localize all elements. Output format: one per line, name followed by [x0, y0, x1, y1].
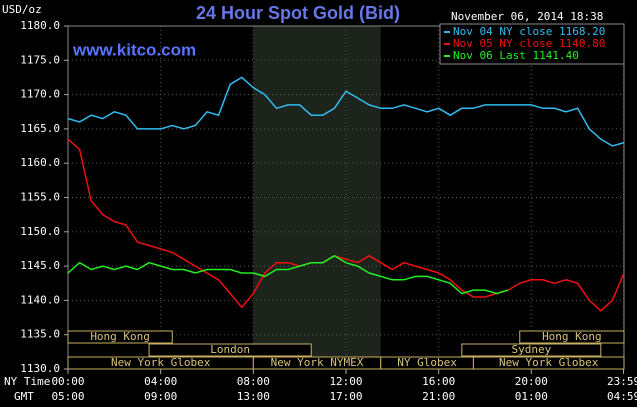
session-box: [472, 356, 625, 370]
session-label: New York Globex: [499, 356, 599, 369]
y-tick-label: 1145.0: [20, 259, 60, 272]
x-tick-label: 08:00: [237, 375, 270, 388]
y-tick-label: 1160.0: [20, 156, 60, 169]
session-label: NY Globex: [397, 356, 457, 369]
session-box: [461, 343, 602, 357]
y-tick-label: 1175.0: [20, 53, 60, 66]
y-tick-label: 1165.0: [20, 122, 60, 135]
x-tick-label: 04:00: [144, 375, 177, 388]
x-tick-label: 23:59: [607, 375, 637, 388]
y-tick-label: 1150.0: [20, 225, 60, 238]
series-line: [67, 254, 509, 295]
x2-tick-label: 17:00: [329, 390, 362, 403]
x2-tick-label: 21:00: [422, 390, 455, 403]
plot-underlay: [67, 25, 625, 370]
y-tick-label: 1180.0: [20, 19, 60, 32]
legend-label: Nov 05 NY close 1140.80: [453, 37, 605, 50]
session-label: New York Globex: [111, 356, 211, 369]
y-tick-label: 1130.0: [20, 362, 60, 375]
y-tick-label: 1135.0: [20, 328, 60, 341]
session-box: [67, 330, 173, 344]
timestamp: November 06, 2014 18:38: [451, 10, 603, 23]
x2-tick-label: 09:00: [144, 390, 177, 403]
session-box: [148, 343, 312, 357]
x2-tick-label: 01:00: [515, 390, 548, 403]
x-tick-label: 12:00: [329, 375, 362, 388]
watermark: www.kitco.com: [72, 40, 196, 59]
x-tick-label: 16:00: [422, 375, 455, 388]
chart-title: 24 Hour Spot Gold (Bid): [196, 3, 400, 23]
x-tick-label: 00:00: [51, 375, 84, 388]
series-line: [67, 76, 625, 147]
y-axis-label: USD/oz: [2, 3, 42, 16]
x-tick-label: 20:00: [515, 375, 548, 388]
series-line: [67, 138, 625, 312]
legend-label: Nov 04 NY close 1168.20: [453, 25, 605, 38]
session-label: London: [210, 343, 250, 356]
session-label: New York NYMEX: [271, 356, 364, 369]
legend-box: [439, 23, 625, 65]
session-label: Hong Kong: [542, 330, 602, 343]
x2-tick-label: 13:00: [237, 390, 270, 403]
session-label: Hong Kong: [90, 330, 150, 343]
x2-axis-label: GMT: [14, 390, 34, 403]
y-tick-label: 1140.0: [20, 293, 60, 306]
session-label: Sydney: [511, 343, 551, 356]
y-tick-label: 1170.0: [20, 88, 60, 101]
x-axis-label: NY Time: [4, 375, 50, 388]
session-box: [519, 330, 625, 344]
y-tick-label: 1155.0: [20, 191, 60, 204]
session-shade: [253, 26, 381, 369]
x2-tick-label: 05:00: [51, 390, 84, 403]
x2-tick-label: 04:59: [607, 390, 637, 403]
legend-label: Nov 06 Last 1141.40: [453, 49, 579, 62]
